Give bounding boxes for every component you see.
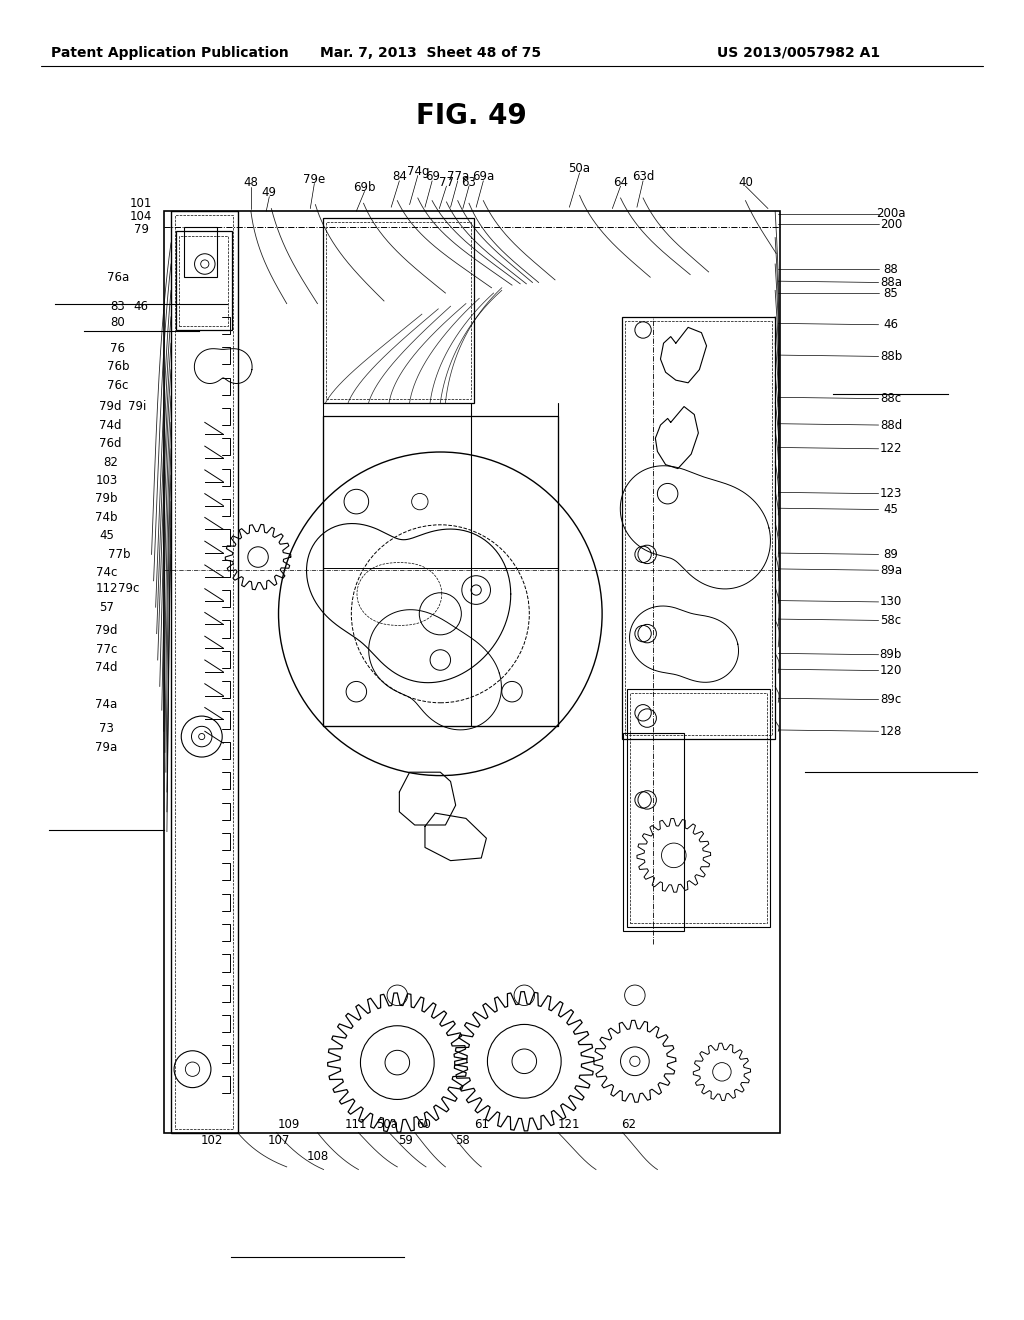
Text: 79c: 79c [119,582,139,595]
Text: 76c: 76c [108,379,128,392]
Bar [179,236,228,326]
Text: 79d: 79d [95,624,118,638]
Text: 61: 61 [474,1118,488,1131]
Text: 76a: 76a [106,271,129,284]
Text: 79b: 79b [95,492,118,506]
Text: 49: 49 [262,186,276,199]
Text: 59: 59 [398,1134,413,1147]
Bar [625,321,772,735]
Text: 88a: 88a [880,276,902,289]
Text: 57: 57 [99,601,114,614]
Text: 77c: 77c [96,643,117,656]
Text: 76b: 76b [106,360,129,374]
Text: 79a: 79a [95,741,118,754]
Text: 79: 79 [134,223,148,236]
Text: 50a: 50a [376,1118,398,1131]
Text: 79e: 79e [303,173,326,186]
Text: 69: 69 [425,170,439,183]
Text: 48: 48 [244,176,258,189]
Text: 120: 120 [880,664,902,677]
Text: 45: 45 [884,503,898,516]
Text: 130: 130 [880,595,902,609]
Text: Mar. 7, 2013  Sheet 48 of 75: Mar. 7, 2013 Sheet 48 of 75 [319,46,541,59]
Text: 62: 62 [622,1118,636,1131]
Text: 79i: 79i [128,400,146,413]
Bar [184,227,217,277]
Text: 74d: 74d [95,661,118,675]
Text: 74d: 74d [99,418,122,432]
Text: 200a: 200a [877,207,905,220]
Text: 123: 123 [880,487,902,500]
Bar [175,215,233,1129]
Text: 128: 128 [880,725,902,738]
Text: 46: 46 [884,318,898,331]
Text: 88: 88 [884,263,898,276]
Text: 77b: 77b [108,548,130,561]
Bar [623,733,684,931]
Bar [622,317,775,739]
Bar [630,693,767,923]
Text: 50a: 50a [568,162,591,176]
Text: 46: 46 [134,300,148,313]
Text: 76: 76 [111,342,125,355]
Bar [171,211,238,1133]
Text: 60: 60 [417,1118,431,1131]
Text: 80: 80 [111,315,125,329]
Text: 45: 45 [99,529,114,543]
Text: 111: 111 [345,1118,368,1131]
Text: 107: 107 [267,1134,290,1147]
Text: FIG. 49: FIG. 49 [416,102,526,131]
Bar [627,689,770,927]
Text: 200: 200 [880,218,902,231]
Text: 69b: 69b [353,181,376,194]
Text: 109: 109 [278,1118,300,1131]
Text: 88b: 88b [880,350,902,363]
Text: 102: 102 [201,1134,223,1147]
Text: 89c: 89c [881,693,901,706]
Text: 74a: 74a [95,698,118,711]
Bar [176,231,232,330]
Text: 104: 104 [130,210,153,223]
Text: 112: 112 [95,582,118,595]
Text: US 2013/0057982 A1: US 2013/0057982 A1 [717,46,880,59]
Text: 64: 64 [613,176,628,189]
Text: 58c: 58c [881,614,901,627]
Text: 89: 89 [884,548,898,561]
Text: 74b: 74b [95,511,118,524]
Text: 58: 58 [456,1134,470,1147]
Text: 89a: 89a [880,564,902,577]
Text: 82: 82 [103,455,118,469]
Text: 74g: 74g [407,165,429,178]
Bar [326,222,471,399]
Bar [323,416,558,726]
Text: 77: 77 [439,176,454,189]
Text: 85: 85 [884,286,898,300]
Text: 88d: 88d [880,418,902,432]
Text: 40: 40 [738,176,753,189]
Text: 84: 84 [392,170,407,183]
Bar [164,211,780,1133]
Text: Patent Application Publication: Patent Application Publication [51,46,289,59]
Text: 63: 63 [462,176,476,189]
Text: 122: 122 [880,442,902,455]
Text: 73: 73 [99,722,114,735]
Text: 79d: 79d [99,400,122,413]
Text: 89b: 89b [880,648,902,661]
Text: 69a: 69a [472,170,495,183]
Bar [323,218,474,403]
Text: 108: 108 [306,1150,329,1163]
Text: 103: 103 [95,474,118,487]
Text: 74c: 74c [96,566,117,579]
Text: 101: 101 [130,197,153,210]
Text: 121: 121 [558,1118,581,1131]
Text: 83: 83 [111,300,125,313]
Text: 88c: 88c [881,392,901,405]
Text: 77a: 77a [446,170,469,183]
Text: 76d: 76d [99,437,122,450]
Text: 63d: 63d [632,170,654,183]
